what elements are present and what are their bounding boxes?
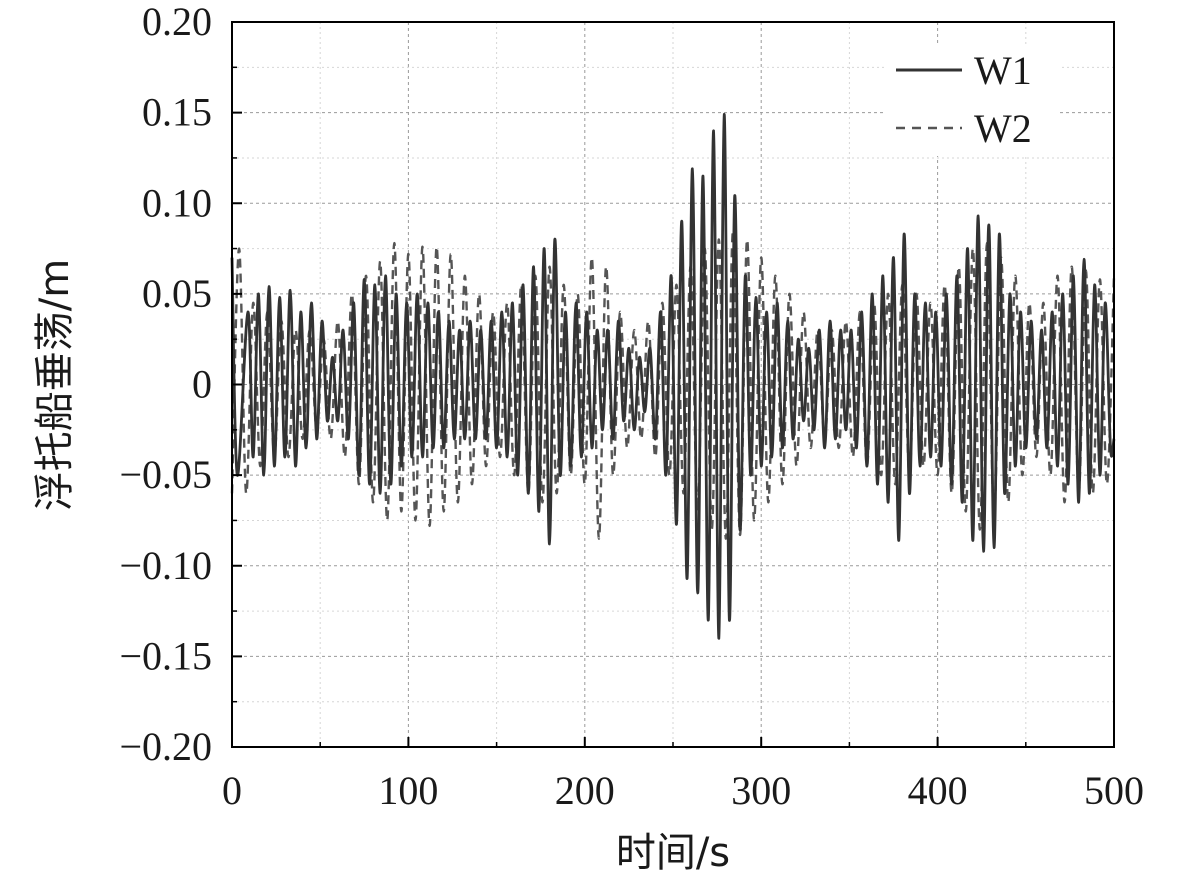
series-layer	[230, 112, 1116, 640]
y-tick-label: 0.10	[142, 180, 212, 225]
y-tick-label: −0.10	[119, 543, 212, 588]
legend-label-w1: W1	[974, 48, 1032, 93]
y-tick-label: −0.20	[119, 724, 212, 769]
y-tick-label: −0.05	[119, 452, 212, 497]
tick-marks	[231, 21, 1115, 748]
x-tick-label: 300	[731, 768, 791, 813]
legend-background	[884, 44, 1060, 156]
x-tick-label: 500	[1084, 768, 1144, 813]
series-line-w1	[230, 112, 1116, 640]
y-tick-label: 0.20	[142, 0, 212, 44]
legend-label-w2: W2	[974, 106, 1032, 151]
y-tick-labels: −0.20 −0.15 −0.10 −0.05 0 0.05 0.10 0.15 0.20	[119, 0, 212, 769]
x-tick-labels: 0 100 200 300 400 500	[222, 768, 1144, 813]
x-tick-label: 100	[378, 768, 438, 813]
y-tick-label: 0.05	[142, 271, 212, 316]
y-tick-label: 0	[192, 362, 212, 407]
series-line-w2	[230, 229, 1116, 540]
legend: W1 W2	[884, 44, 1060, 156]
x-tick-label: 400	[908, 768, 968, 813]
x-tick-label: 200	[555, 768, 615, 813]
y-axis-title: 浮托船垂荡/m	[32, 259, 78, 511]
y-tick-label: 0.15	[142, 90, 212, 135]
y-tick-label: −0.15	[119, 633, 212, 678]
x-tick-label: 0	[222, 768, 242, 813]
x-axis-title: 时间/s	[616, 830, 730, 876]
